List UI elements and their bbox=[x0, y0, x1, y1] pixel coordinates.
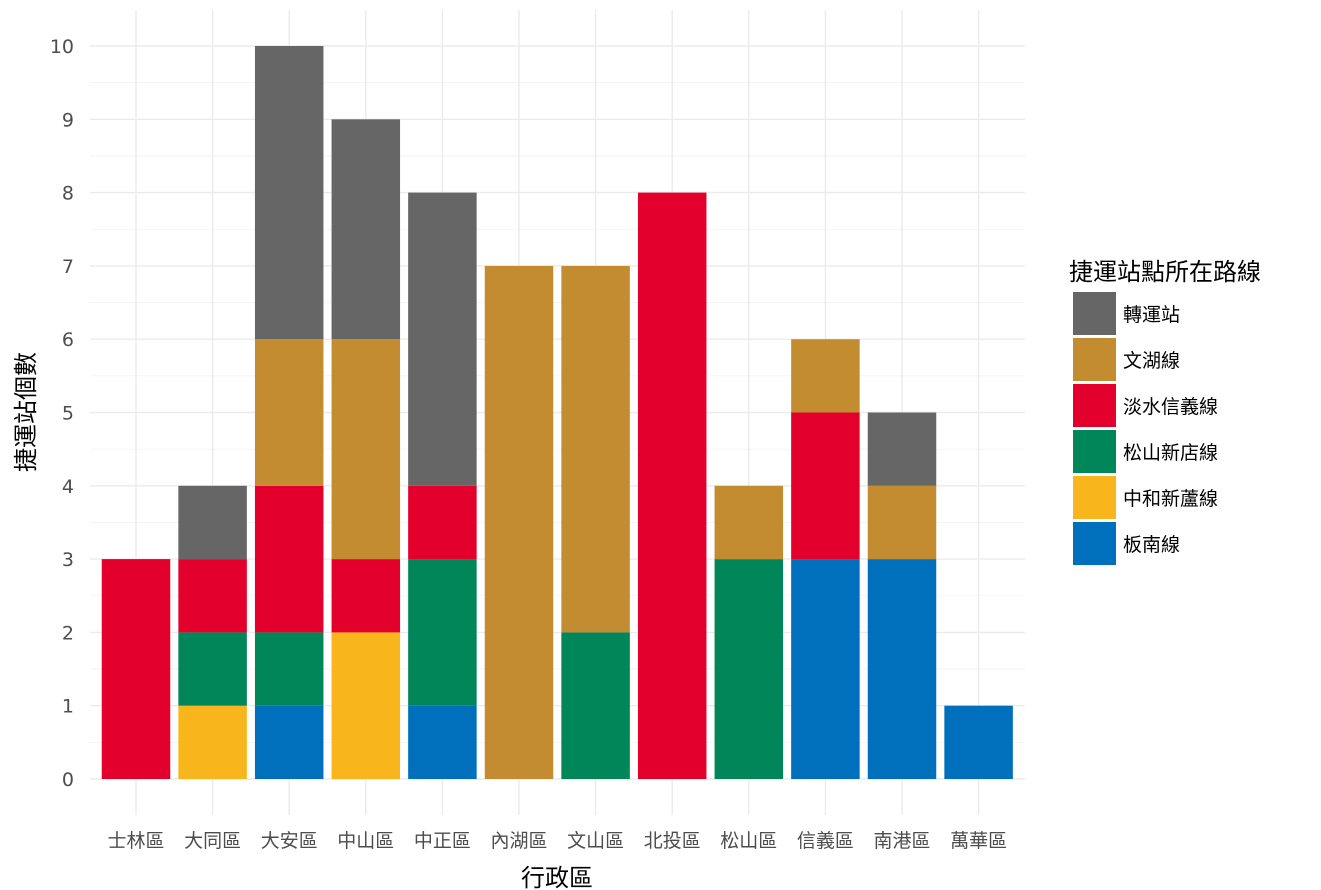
bar-segment bbox=[408, 559, 477, 706]
bar-segment bbox=[408, 192, 477, 486]
bars bbox=[101, 46, 1013, 780]
x-tick-label: 大安區 bbox=[261, 830, 318, 852]
y-tick-label: 3 bbox=[62, 549, 74, 571]
x-tick-label: 大同區 bbox=[184, 830, 241, 852]
y-tick-label: 1 bbox=[62, 696, 74, 718]
x-tick-label: 中正區 bbox=[414, 830, 471, 852]
bar-segment bbox=[791, 339, 860, 413]
x-tick-label: 北投區 bbox=[644, 830, 701, 852]
y-tick-label: 8 bbox=[62, 183, 74, 205]
x-tick-label: 文山區 bbox=[567, 830, 624, 852]
y-tick-label: 6 bbox=[62, 329, 74, 351]
x-tick-labels: 士林區 大同區 大安區 中山區 中正區 內湖區 文山區 北投區 松山區 信義區 南港區 萬華區 bbox=[107, 830, 1007, 852]
y-tick-label: 2 bbox=[62, 622, 74, 644]
bar-segment bbox=[254, 705, 324, 779]
bar-segment bbox=[254, 632, 324, 706]
x-tick-label: 萬華區 bbox=[950, 830, 1007, 852]
bar-segment bbox=[867, 485, 937, 560]
y-tick-label: 0 bbox=[62, 769, 74, 791]
legend-swatch bbox=[1073, 384, 1116, 427]
legend-label: 文湖線 bbox=[1123, 350, 1180, 372]
legend-swatch bbox=[1073, 430, 1116, 473]
bar-segment bbox=[484, 265, 554, 779]
y-tick-labels: 0 1 2 3 4 5 6 7 8 9 10 bbox=[50, 36, 74, 791]
x-tick-label: 內湖區 bbox=[490, 830, 547, 852]
bar-segment bbox=[178, 705, 247, 779]
bar-segment bbox=[254, 485, 324, 633]
bar-segment bbox=[408, 485, 477, 560]
bar-segment bbox=[178, 559, 247, 633]
legend-swatch bbox=[1073, 522, 1116, 565]
bar-segment bbox=[331, 119, 401, 340]
legend-label: 淡水信義線 bbox=[1123, 396, 1218, 418]
bar-segment bbox=[944, 705, 1013, 779]
x-tick-label: 信義區 bbox=[797, 830, 854, 852]
bar-segment bbox=[331, 339, 401, 560]
y-tick-label: 4 bbox=[62, 476, 74, 498]
bar-segment bbox=[101, 559, 171, 779]
bar-segment bbox=[637, 192, 707, 780]
bar-segment bbox=[331, 559, 401, 633]
y-tick-label: 7 bbox=[62, 256, 74, 278]
y-axis-title: 捷運站個數 bbox=[12, 352, 40, 472]
y-tick-label: 10 bbox=[50, 36, 74, 58]
legend-swatch bbox=[1073, 292, 1116, 335]
bar-segment bbox=[867, 559, 937, 779]
legend-swatch bbox=[1073, 338, 1116, 381]
bar-segment bbox=[867, 412, 937, 486]
y-tick-label: 5 bbox=[62, 403, 74, 425]
legend-label: 中和新蘆線 bbox=[1123, 488, 1218, 510]
bar-segment bbox=[331, 632, 401, 779]
bar-segment bbox=[791, 412, 860, 560]
legend-label: 轉運站 bbox=[1123, 304, 1180, 326]
x-tick-label: 松山區 bbox=[720, 830, 777, 852]
bar-segment bbox=[408, 705, 477, 779]
x-tick-label: 中山區 bbox=[337, 830, 394, 852]
legend-label: 松山新店線 bbox=[1123, 442, 1218, 464]
bar-segment bbox=[561, 632, 630, 779]
legend-title: 捷運站點所在路線 bbox=[1069, 258, 1261, 286]
bar-segment bbox=[254, 46, 324, 340]
bar-segment bbox=[178, 632, 247, 706]
bar-segment bbox=[178, 485, 247, 560]
legend-label: 板南線 bbox=[1123, 534, 1180, 556]
bar-segment bbox=[561, 265, 630, 633]
x-tick-label: 南港區 bbox=[873, 830, 930, 852]
legend-swatch bbox=[1073, 476, 1116, 519]
x-axis-title: 行政區 bbox=[521, 864, 593, 890]
y-tick-label: 9 bbox=[62, 109, 74, 131]
bar-segment bbox=[714, 485, 784, 560]
x-tick-label: 士林區 bbox=[107, 830, 164, 852]
bar-segment bbox=[791, 559, 860, 779]
bar-segment bbox=[714, 559, 784, 779]
bar-segment bbox=[254, 339, 324, 486]
